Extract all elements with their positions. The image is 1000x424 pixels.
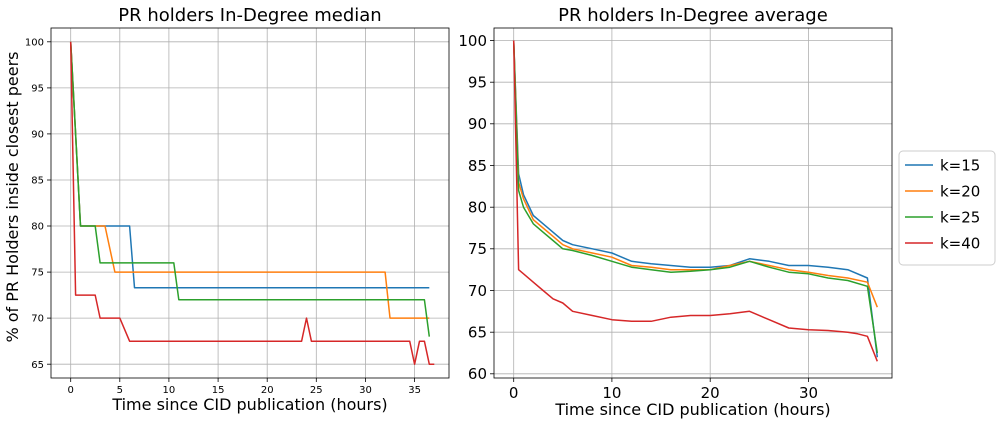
- series-line-k20: [512, 40, 878, 308]
- x-tick-label: 30: [799, 384, 818, 402]
- legend: k=15 k=20 k=25 k=40: [898, 150, 996, 266]
- y-tick-label: 90: [31, 130, 44, 141]
- plot-area: [51, 28, 449, 378]
- series-line-k40: [512, 40, 878, 362]
- y-tick-label: 70: [31, 314, 44, 325]
- plot-frame: [493, 27, 893, 379]
- x-tick-label: 20: [261, 385, 274, 396]
- y-axis-label: % of PR Holders inside closest peers: [3, 51, 22, 342]
- x-tick-label: 5: [117, 385, 123, 396]
- x-axis-label: Time since CID publication (hours): [111, 395, 387, 414]
- y-tick-label: 95: [468, 74, 487, 92]
- chart-panel-average: 0 10 20 30 60 65 70 75 80 85 90 95 100 PR holders In-…: [458, 5, 893, 419]
- series-line-k25: [69, 41, 431, 337]
- x-tick-label: 0: [509, 384, 519, 402]
- y-tick-label: 100: [25, 37, 44, 48]
- x-tick-label: 10: [163, 385, 176, 396]
- x-tick-label: 25: [310, 385, 323, 396]
- y-tick-label: 75: [468, 240, 487, 258]
- y-tick-label: 60: [468, 365, 487, 383]
- y-tick-label: 100: [458, 32, 487, 50]
- series-line-k15: [512, 40, 879, 358]
- legend-entry: k=25: [940, 209, 980, 227]
- chart-panel-median: 0 5 10 15 20 25 30 35 65 70 75 80 85 90 95 100 PR holder…: [25, 5, 450, 414]
- chart-title: PR holders In-Degree average: [558, 5, 828, 26]
- y-tick-label: 70: [468, 282, 487, 300]
- x-tick-label: 15: [212, 385, 225, 396]
- series-line-k40: [69, 41, 435, 365]
- legend-entry: k=20: [940, 183, 980, 201]
- x-tick-label: 35: [408, 385, 421, 396]
- y-tick-label: 80: [31, 222, 44, 233]
- y-tick-label: 65: [468, 324, 487, 342]
- legend-entry: k=15: [940, 157, 980, 175]
- y-tick-label: 85: [468, 157, 487, 175]
- y-tick-label: 75: [31, 268, 44, 279]
- legend-box: [898, 150, 996, 266]
- plot-area: [494, 28, 892, 378]
- x-axis-label: Time since CID publication (hours): [554, 400, 830, 419]
- x-tick-label: 20: [701, 384, 720, 402]
- y-tick-label: 90: [468, 115, 487, 133]
- y-tick-label: 95: [31, 84, 44, 95]
- y-tick-label: 65: [31, 360, 44, 371]
- chart-title: PR holders In-Degree median: [118, 5, 381, 26]
- x-tick-label: 0: [68, 385, 74, 396]
- plot-frame: [50, 27, 450, 379]
- x-tick-label: 30: [359, 385, 372, 396]
- y-tick-label: 85: [31, 176, 44, 187]
- x-tick-label: 10: [602, 384, 621, 402]
- y-tick-label: 80: [468, 199, 487, 217]
- legend-entry: k=40: [940, 235, 980, 253]
- series-line-k25: [512, 40, 879, 354]
